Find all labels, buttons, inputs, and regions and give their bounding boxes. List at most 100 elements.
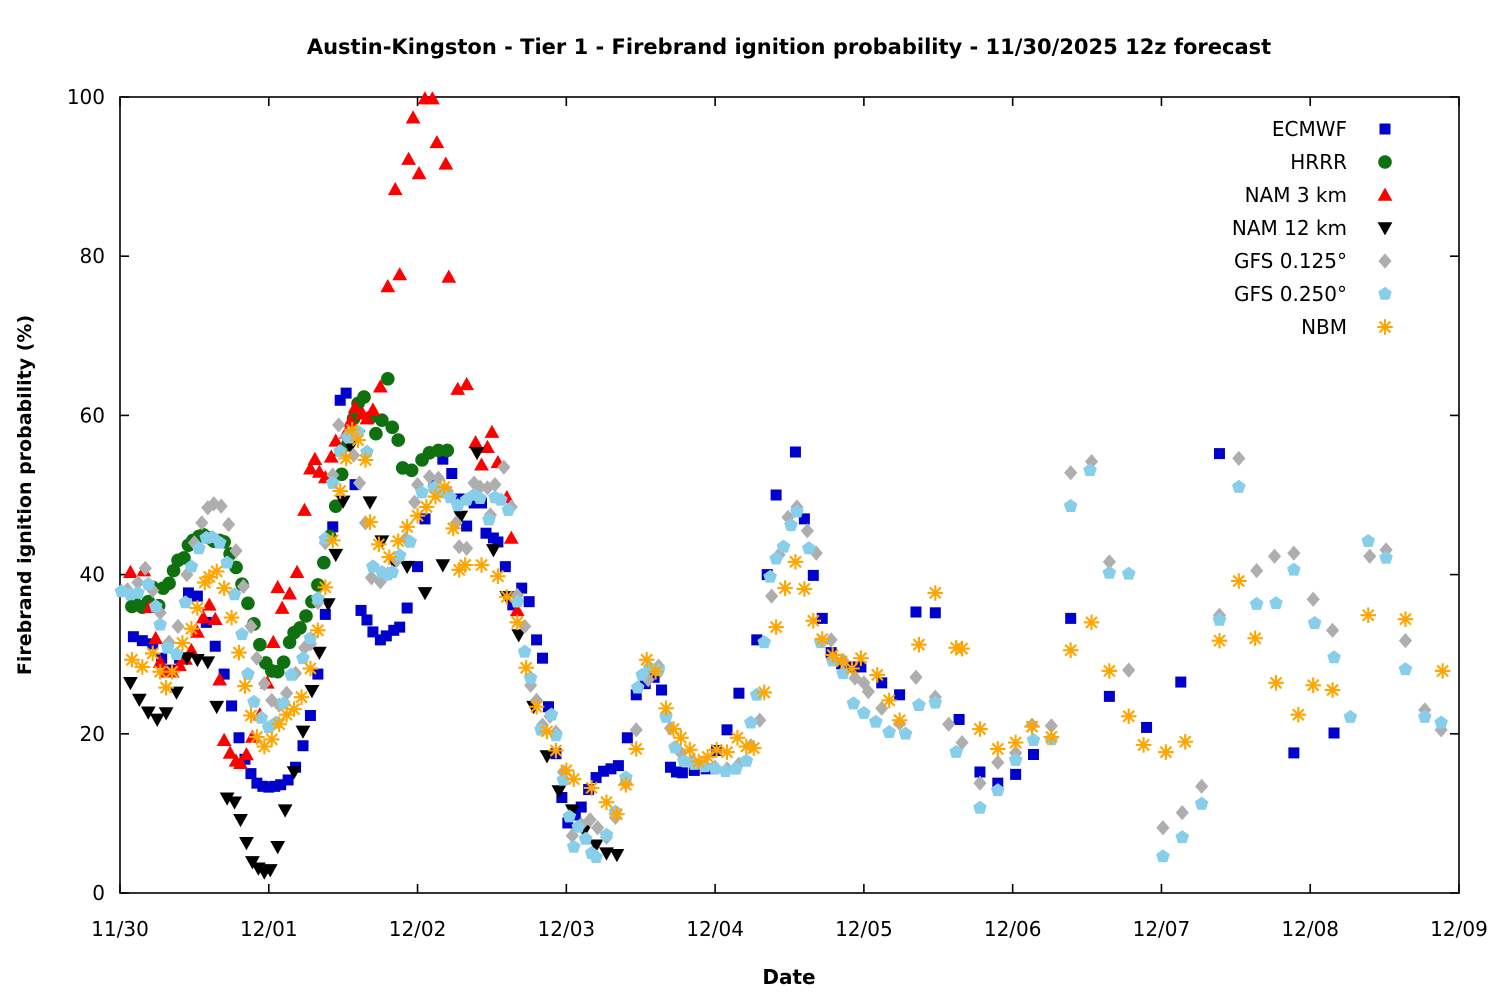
plot-area xyxy=(114,91,1451,880)
data-point xyxy=(304,709,316,721)
legend-label: NAM 3 km xyxy=(1245,183,1347,207)
data-point xyxy=(352,475,367,491)
data-point xyxy=(214,498,228,514)
data-point xyxy=(1287,562,1301,576)
data-point xyxy=(340,387,352,399)
data-point xyxy=(245,768,257,780)
data-point xyxy=(1378,286,1392,300)
data-point xyxy=(469,447,485,461)
data-point xyxy=(223,609,240,626)
data-point xyxy=(227,587,242,601)
data-point xyxy=(1027,748,1039,760)
data-point xyxy=(289,564,305,579)
data-point xyxy=(942,716,956,732)
data-point xyxy=(814,631,831,647)
data-point xyxy=(131,585,145,599)
data-point xyxy=(385,420,400,435)
data-point xyxy=(280,685,294,701)
data-point xyxy=(809,545,823,561)
data-point xyxy=(990,783,1005,797)
data-point xyxy=(415,485,429,499)
data-point xyxy=(269,780,281,792)
data-point xyxy=(391,433,406,447)
data-point xyxy=(296,651,310,664)
data-point xyxy=(524,677,538,693)
data-point xyxy=(207,611,223,625)
data-point xyxy=(537,652,549,664)
data-point xyxy=(404,463,419,478)
data-point xyxy=(805,612,822,629)
data-point xyxy=(276,655,291,669)
data-point xyxy=(233,732,245,744)
data-point xyxy=(1269,596,1283,610)
legend-label: NBM xyxy=(1301,315,1347,339)
data-point xyxy=(518,618,532,634)
plot-border xyxy=(119,96,1460,894)
data-point xyxy=(189,624,205,638)
data-point xyxy=(1195,778,1209,794)
data-point xyxy=(1156,820,1170,836)
data-point xyxy=(578,831,593,845)
data-point xyxy=(816,612,828,624)
data-point xyxy=(201,597,217,611)
data-point xyxy=(556,791,568,803)
data-point xyxy=(473,491,487,504)
data-point xyxy=(480,527,492,539)
data-point xyxy=(160,640,175,654)
data-point xyxy=(768,619,784,635)
data-point xyxy=(127,631,139,643)
data-point xyxy=(256,738,273,755)
data-point xyxy=(708,741,725,758)
data-point xyxy=(411,166,427,180)
data-point xyxy=(209,640,221,652)
data-point xyxy=(989,741,1006,757)
data-point xyxy=(263,731,280,748)
data-point xyxy=(531,634,543,646)
data-point xyxy=(1363,548,1377,564)
data-point xyxy=(1024,718,1040,735)
data-point xyxy=(233,813,248,828)
data-point xyxy=(297,502,312,516)
data-point xyxy=(243,707,259,724)
data-point xyxy=(881,692,897,709)
data-point xyxy=(277,804,293,818)
data-point xyxy=(1213,448,1225,460)
data-point xyxy=(312,668,324,680)
data-point xyxy=(124,651,140,668)
x-tick-label: 12/01 xyxy=(240,917,298,941)
data-point xyxy=(647,663,664,680)
data-point xyxy=(1377,222,1393,236)
data-point xyxy=(518,659,534,676)
data-point xyxy=(179,652,195,666)
data-point xyxy=(140,706,156,720)
data-point xyxy=(1306,591,1320,607)
data-point xyxy=(911,636,927,653)
data-point xyxy=(276,696,291,710)
data-point xyxy=(973,800,987,814)
data-point xyxy=(1287,545,1301,561)
data-point xyxy=(629,722,643,738)
data-point xyxy=(954,640,970,657)
data-point xyxy=(1378,155,1392,169)
data-point xyxy=(222,516,236,533)
data-point xyxy=(668,740,682,754)
data-point xyxy=(169,686,184,700)
data-point xyxy=(528,698,545,715)
data-point xyxy=(344,421,360,438)
data-point xyxy=(270,841,286,855)
data-point xyxy=(699,749,716,765)
data-point xyxy=(418,499,435,515)
data-point xyxy=(468,435,483,449)
data-point xyxy=(403,534,417,548)
data-point xyxy=(482,512,496,526)
data-point xyxy=(499,589,515,605)
data-point xyxy=(146,582,160,599)
data-point xyxy=(388,624,400,636)
data-point xyxy=(1379,542,1393,558)
data-point xyxy=(365,402,381,416)
data-point xyxy=(609,848,625,863)
data-point xyxy=(790,504,804,518)
data-point xyxy=(1325,622,1340,638)
data-point xyxy=(216,580,232,596)
data-point xyxy=(757,635,772,649)
